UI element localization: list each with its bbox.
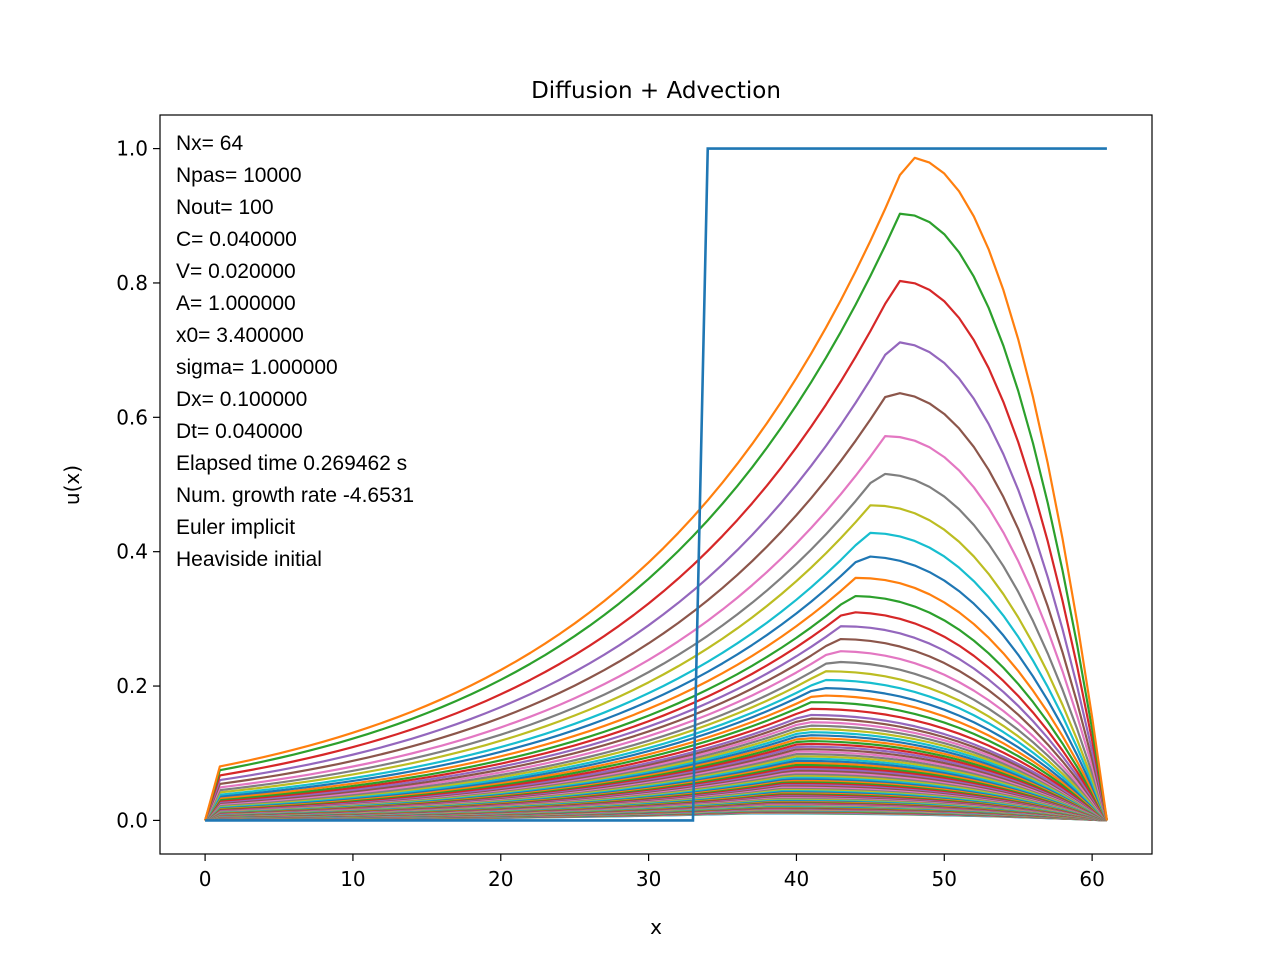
annotation-line: C= 0.040000 (176, 228, 297, 251)
axes-frame (159, 114, 1153, 855)
profile-line-11 (204, 576, 1108, 822)
x-tick-label: 50 (932, 867, 957, 891)
profile-line-14 (204, 625, 1108, 822)
profile-line-4 (204, 341, 1108, 821)
profile-line-9 (204, 531, 1108, 821)
y-tick-label: 0.0 (116, 808, 148, 832)
x-axis: 0 10 20 30 40 50 60 (199, 854, 1105, 891)
annotation-line: Nx= 64 (176, 132, 243, 155)
profile-line-10 (204, 555, 1108, 821)
y-tick-label: 0.8 (116, 271, 148, 295)
profile-line-5 (204, 392, 1108, 821)
annotation-line: Euler implicit (176, 516, 295, 539)
profile-line-6 (204, 435, 1108, 821)
annotation-line: A= 1.000000 (176, 292, 296, 315)
annotation-line: Dx= 0.100000 (176, 388, 307, 411)
y-axis: 0.0 0.2 0.4 0.6 0.8 1.0 (116, 137, 160, 832)
profile-line-2 (204, 212, 1108, 821)
x-tick-label: 10 (340, 867, 365, 891)
annotation-line: Num. growth rate -4.6531 (176, 484, 414, 507)
x-tick-label: 0 (199, 867, 212, 891)
series-layer (204, 147, 1108, 822)
profile-line-3 (204, 279, 1108, 821)
annotation-line: Dt= 0.040000 (176, 420, 303, 443)
initial-condition-line (205, 147, 1107, 822)
annotation-line: Nout= 100 (176, 196, 274, 219)
y-tick-label: 0.2 (116, 674, 148, 698)
annotation-line: Heaviside initial (176, 548, 322, 571)
profile-line-17 (204, 660, 1108, 822)
y-tick-label: 1.0 (116, 137, 148, 161)
profile-line-16 (204, 650, 1108, 822)
annotation-line: V= 0.020000 (176, 260, 296, 283)
y-axis-label: u(x) (60, 465, 84, 505)
profile-line-1 (204, 156, 1108, 821)
annotation-line: Npas= 10000 (176, 164, 302, 187)
y-tick-label: 0.6 (116, 405, 148, 429)
x-tick-label: 40 (784, 867, 809, 891)
annotation-line: x0= 3.400000 (176, 324, 304, 347)
parameter-annotation: Nx= 64 Npas= 10000 Nout= 100 C= 0.040000 V= … (176, 132, 414, 571)
profile-line-12 (204, 594, 1108, 822)
x-tick-label: 60 (1079, 867, 1104, 891)
annotation-line: sigma= 1.000000 (176, 356, 338, 379)
x-tick-label: 30 (636, 867, 661, 891)
chart-title: Diffusion + Advection (531, 78, 781, 104)
profile-line-13 (204, 611, 1108, 822)
x-tick-label: 20 (488, 867, 513, 891)
profile-line-19 (204, 678, 1108, 822)
profile-line-8 (204, 504, 1108, 821)
x-axis-label: x (650, 915, 662, 939)
profile-line-15 (204, 637, 1108, 822)
annotation-line: Elapsed time 0.269462 s (176, 452, 407, 475)
profile-line-7 (204, 472, 1108, 821)
y-tick-label: 0.4 (116, 540, 148, 564)
profile-line-18 (204, 670, 1108, 822)
